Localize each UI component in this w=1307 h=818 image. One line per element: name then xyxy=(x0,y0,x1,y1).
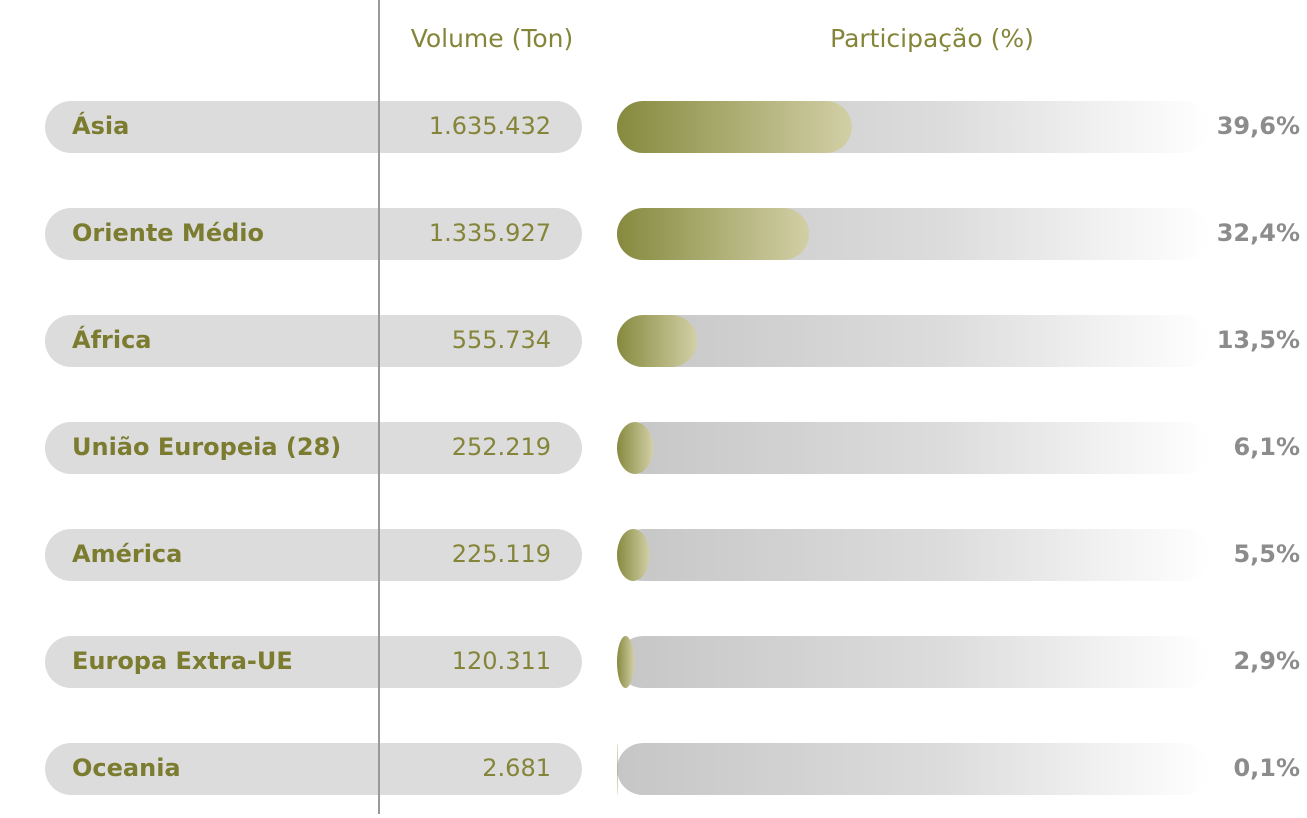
value-label: 2,9% xyxy=(1233,647,1300,675)
bar-track xyxy=(617,422,1210,474)
value-label: 32,4% xyxy=(1217,219,1300,247)
volume-label: 120.311 xyxy=(452,647,551,675)
volume-label: 555.734 xyxy=(452,326,551,354)
category-label: África xyxy=(72,325,152,354)
bar xyxy=(617,208,810,260)
bar-track xyxy=(617,315,1210,367)
bar xyxy=(617,422,654,474)
volume-cell xyxy=(45,208,582,260)
volume-cell xyxy=(45,743,582,795)
volume-label: 225.119 xyxy=(452,540,551,568)
bar-track xyxy=(617,529,1210,581)
value-label: 6,1% xyxy=(1233,433,1300,461)
volume-cell xyxy=(45,422,582,474)
bar xyxy=(617,529,650,581)
bar xyxy=(617,636,635,688)
category-label: União Europeia (28) xyxy=(72,433,341,461)
bar-track xyxy=(617,743,1210,795)
volume-label: 1.335.927 xyxy=(429,219,551,247)
bar xyxy=(617,315,698,367)
volume-label: 2.681 xyxy=(482,754,551,782)
category-label: Oriente Médio xyxy=(72,219,264,247)
category-label: América xyxy=(72,540,182,568)
volume-label: 252.219 xyxy=(452,433,551,461)
volume-header: Volume (Ton) xyxy=(411,24,574,53)
bar xyxy=(617,101,852,153)
volume-cell xyxy=(45,636,582,688)
category-label: Oceania xyxy=(72,754,181,782)
category-label: Europa Extra-UE xyxy=(72,647,293,675)
volume-cell xyxy=(45,315,582,367)
bar xyxy=(617,743,618,795)
value-label: 13,5% xyxy=(1217,326,1300,354)
value-label: 5,5% xyxy=(1233,540,1300,568)
category-label: Ásia xyxy=(72,111,129,140)
volume-cell xyxy=(45,529,582,581)
value-label: 0,1% xyxy=(1233,754,1300,782)
value-label: 39,6% xyxy=(1217,112,1300,140)
volume-label: 1.635.432 xyxy=(429,112,551,140)
volume-cell xyxy=(45,101,582,153)
share-header: Participação (%) xyxy=(830,24,1034,53)
bar-track xyxy=(617,636,1210,688)
